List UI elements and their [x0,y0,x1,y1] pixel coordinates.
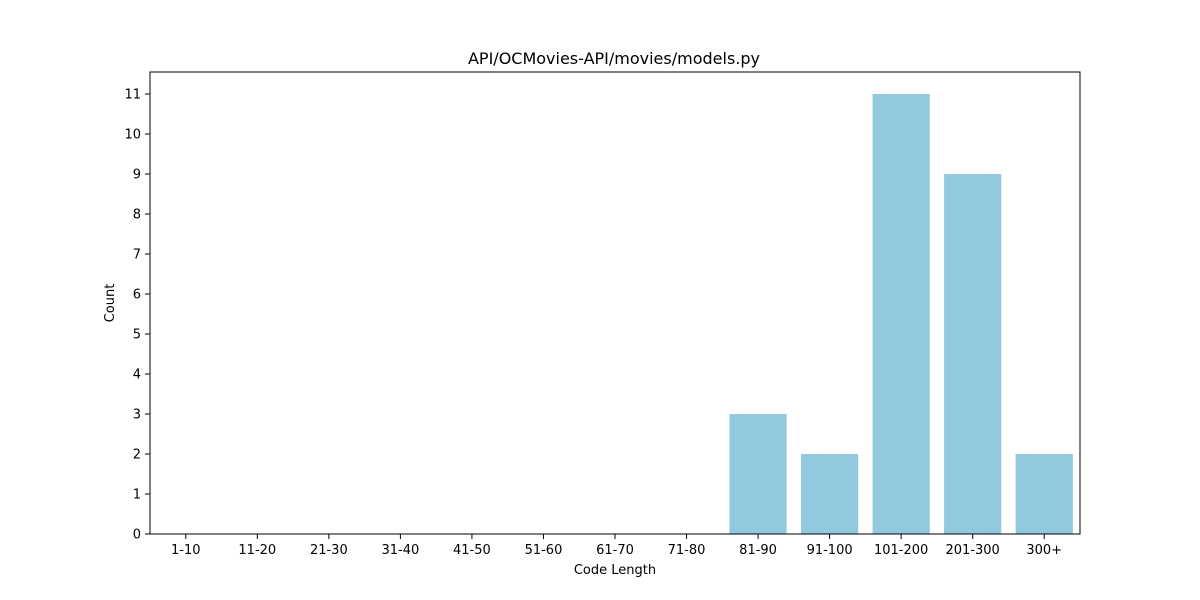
y-tick-label: 7 [133,248,141,263]
plot-frame [149,71,1081,535]
y-tick-label: 9 [133,168,141,183]
bar-81-90 [729,414,787,534]
x-axis-ticks: 1-10 11-20 21-30 31-40 41-50 51-60 61-70 71-80 8… [171,534,1062,558]
x-tick-label: 91-100 [807,543,853,558]
y-tick-label: 8 [133,208,141,223]
x-tick-label: 21-30 [310,543,348,558]
y-axis-ticks: 0 1 2 3 4 5 6 7 8 9 10 11 [124,88,150,543]
x-tick-label: 1-10 [171,543,201,558]
bar-300+ [1015,454,1073,534]
y-tick-label: 1 [133,488,141,503]
y-axis-label: Count [103,284,118,323]
x-tick-label: 61-70 [596,543,634,558]
x-tick-label: 41-50 [453,543,491,558]
bars-group [729,94,1073,534]
x-tick-label: 101-200 [874,543,928,558]
y-tick-label: 4 [133,368,141,383]
x-tick-label: 31-40 [381,543,419,558]
bar-91-100 [801,454,859,534]
y-tick-label: 0 [133,528,141,543]
y-tick-label: 3 [133,408,141,423]
x-axis-label: Code Length [574,563,656,578]
x-tick-label: 11-20 [238,543,276,558]
y-tick-label: 11 [124,88,141,103]
y-tick-label: 10 [124,128,141,143]
y-tick-label: 2 [133,448,141,463]
y-tick-label: 6 [133,288,141,303]
bar-201-300 [944,174,1002,534]
bar-101-200 [872,94,930,534]
x-tick-label: 81-90 [739,543,777,558]
x-tick-label: 201-300 [946,543,1000,558]
x-tick-label: 71-80 [668,543,706,558]
x-tick-label: 51-60 [525,543,563,558]
chart-title: API/OCMovies-API/movies/models.py [468,49,760,68]
x-tick-label: 300+ [1026,543,1062,558]
y-tick-label: 5 [133,328,141,343]
